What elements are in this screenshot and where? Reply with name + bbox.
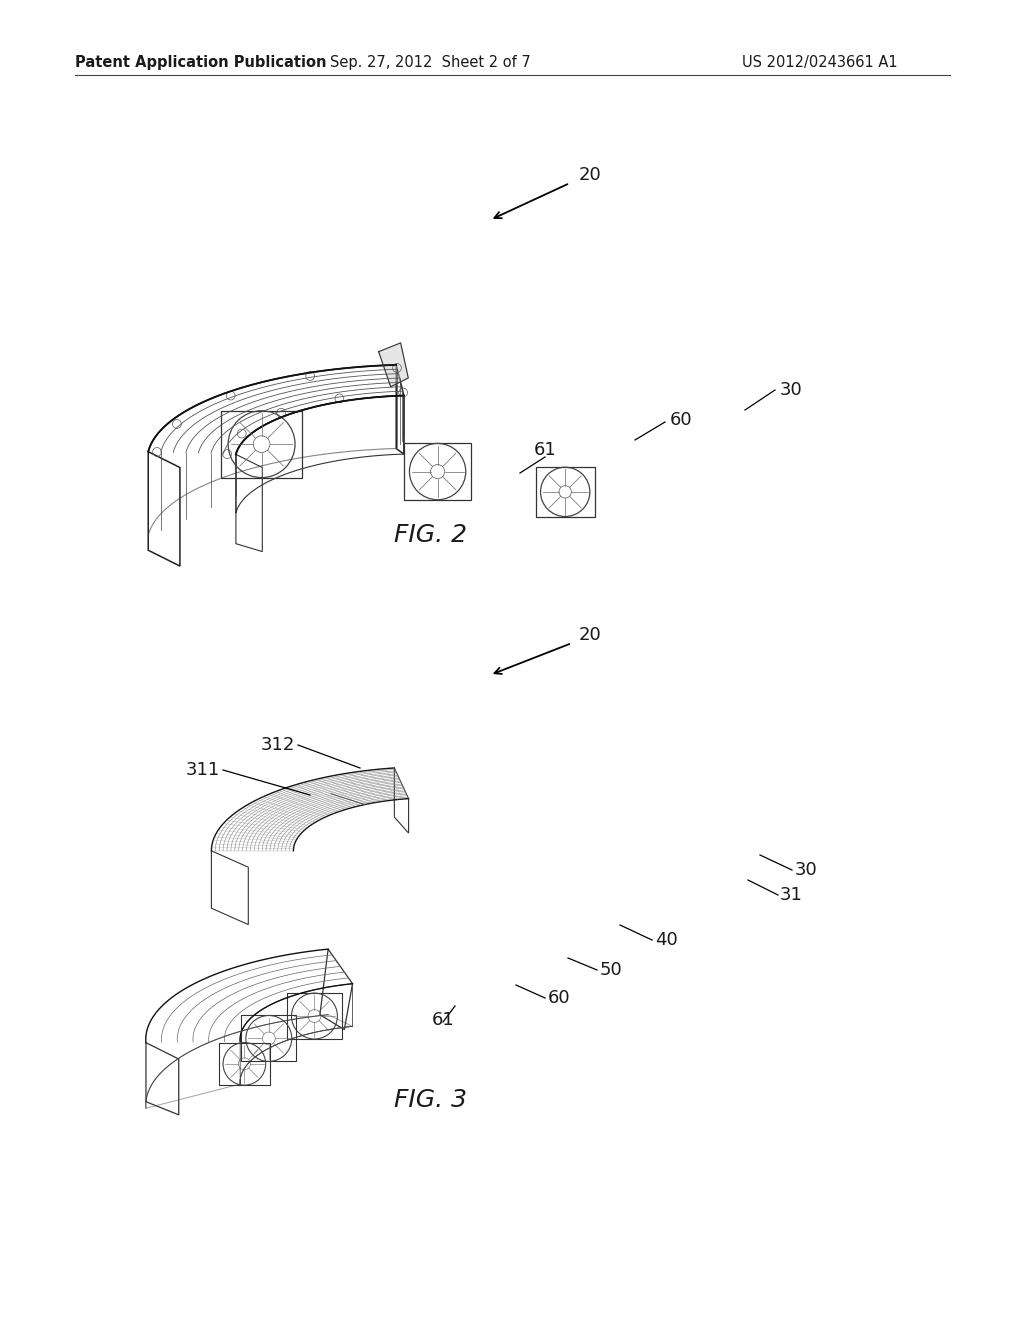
Text: 60: 60	[548, 989, 570, 1007]
Text: 20: 20	[579, 626, 601, 644]
Polygon shape	[379, 343, 409, 387]
Text: US 2012/0243661 A1: US 2012/0243661 A1	[742, 54, 898, 70]
Text: 61: 61	[534, 441, 556, 459]
Text: Patent Application Publication: Patent Application Publication	[75, 54, 327, 70]
Text: 61: 61	[432, 1011, 455, 1030]
Text: 40: 40	[655, 931, 678, 949]
Text: Sep. 27, 2012  Sheet 2 of 7: Sep. 27, 2012 Sheet 2 of 7	[330, 54, 530, 70]
Text: 50: 50	[600, 961, 623, 979]
Text: 31: 31	[780, 886, 803, 904]
Text: 30: 30	[795, 861, 818, 879]
Text: 20: 20	[579, 166, 601, 183]
Text: 60: 60	[670, 411, 692, 429]
Text: FIG. 3: FIG. 3	[393, 1088, 467, 1111]
Text: 312: 312	[261, 737, 295, 754]
Text: FIG. 2: FIG. 2	[393, 523, 467, 546]
Text: 30: 30	[780, 381, 803, 399]
Text: 311: 311	[185, 762, 220, 779]
